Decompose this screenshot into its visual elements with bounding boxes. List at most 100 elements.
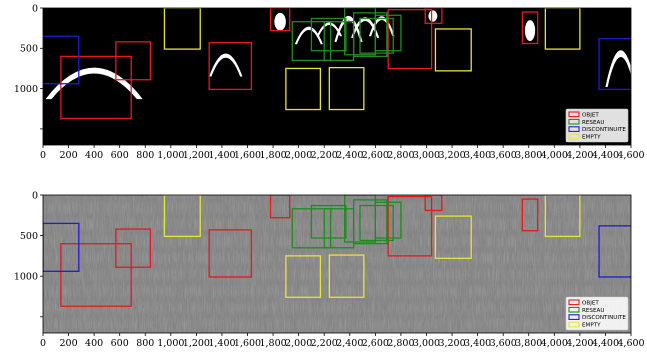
x-tick-label: 600 [111,150,129,161]
bbox-discontinuite [43,222,80,272]
bbox-objet [269,8,291,32]
x-tick-label: 1,000 [157,150,184,161]
legend-swatch [568,306,580,313]
x-tick-label: 2,400 [336,150,363,161]
bbox-empty [328,66,365,111]
hyperbola-shape [294,26,323,45]
bbox-reseau [352,199,388,245]
x-tick-label: 4,200 [566,338,593,349]
legend-swatch [568,321,580,328]
x-tick-label: 200 [59,338,77,349]
bbox-objet [269,195,291,219]
x-tick-label: 4,400 [592,338,619,349]
x-tick-label: 400 [85,150,103,161]
x-tick-label: 400 [85,338,103,349]
bbox-empty [434,215,472,259]
x-tick-label: 1,800 [259,150,286,161]
mask-panel: 0 200 400 600 800 1,0001,2001,4001,6001,8002,… [14,3,645,161]
x-tick-label: 4,200 [566,150,593,161]
y-tick-label: 1000 [14,271,38,282]
x-tick-label: 800 [136,150,154,161]
x-tick-label: 3,200 [438,338,465,349]
x-tick-label: 2,000 [285,338,312,349]
x-tick-label: 1,600 [234,338,261,349]
x-tick-label: 3,400 [464,150,491,161]
bbox-discontinuite [598,225,631,278]
x-tick-label: 1,200 [183,338,210,349]
x-tick-label: 3,200 [438,150,465,161]
bbox-objet [424,8,443,24]
x-tick-label: 200 [59,150,77,161]
legend-label: OBJET [582,112,599,118]
y-tick-label: 1000 [14,84,38,95]
x-tick-label: 3,000 [413,150,440,161]
bbox-objet [208,229,253,278]
legend-label: DISCONTINUITE [582,315,626,321]
bbox-empty [163,195,201,238]
bbox-reseau [359,17,394,54]
x-tick-label: 1,400 [208,338,235,349]
legend-swatch [568,133,580,140]
bbox-reseau [310,17,347,52]
legend-swatch [568,314,580,320]
y-tick-label: 500 [20,44,38,55]
x-tick-label: 1,000 [157,338,184,349]
bbox-discontinuite [598,37,631,91]
bbox-empty [163,8,201,50]
x-tick-label: 4,400 [592,150,619,161]
bbox-empty [544,8,581,50]
legend-swatch [568,118,580,125]
radargram-texture-fine [43,195,631,333]
hyperbola-shape [316,22,343,37]
legend-swatch [568,299,580,306]
x-tick-label: 800 [136,338,154,349]
axes-frame [42,194,632,334]
x-tick-label: 1,800 [259,338,286,349]
plot-content [43,8,631,120]
bbox-empty [328,254,365,298]
x-tick-label: 2,800 [387,338,414,349]
bbox-objet [115,228,152,268]
x-tick-label: 3,800 [515,338,542,349]
bbox-empty [544,195,581,238]
x-tick-label: 0 [40,150,46,161]
legend-label: RESEAU [582,120,604,126]
legend-box [565,296,629,331]
bbox-objet [521,198,539,232]
bbox-empty [285,67,322,111]
bbox-reseau [374,201,402,239]
bbox-objet [424,195,443,212]
legend-label: DISCONTINUITE [582,127,626,133]
bbox-objet [521,11,539,45]
plot-content [43,195,631,307]
bbox-reseau [359,204,394,242]
bbox-discontinuite [43,35,80,85]
legend-label: OBJET [582,300,599,306]
x-tick-label: 1,400 [208,150,235,161]
bbox-objet [115,41,152,81]
blob-shape [274,12,286,31]
y-tick-label: 0 [32,3,38,14]
blob-shape [428,10,438,22]
axes-frame [42,7,632,146]
x-tick-label: 4,000 [541,338,568,349]
x-tick-label: 0 [40,338,46,349]
legend-label: RESEAU [582,308,604,314]
bbox-empty [285,255,322,298]
x-tick-label: 2,400 [336,338,363,349]
bbox-reseau [352,12,388,58]
y-tick-label: 0 [32,190,38,201]
x-tick-label: 3,400 [464,338,491,349]
y-tick-label: 500 [20,231,38,242]
x-tick-label: 2,600 [362,338,389,349]
x-tick-label: 3,600 [490,338,517,349]
x-tick-label: 2,800 [387,150,414,161]
x-tick-label: 3,600 [490,150,517,161]
bbox-objet [60,243,132,307]
blob-shape [524,20,536,42]
x-tick-label: 3,800 [515,150,542,161]
x-tick-label: 2,200 [311,338,338,349]
